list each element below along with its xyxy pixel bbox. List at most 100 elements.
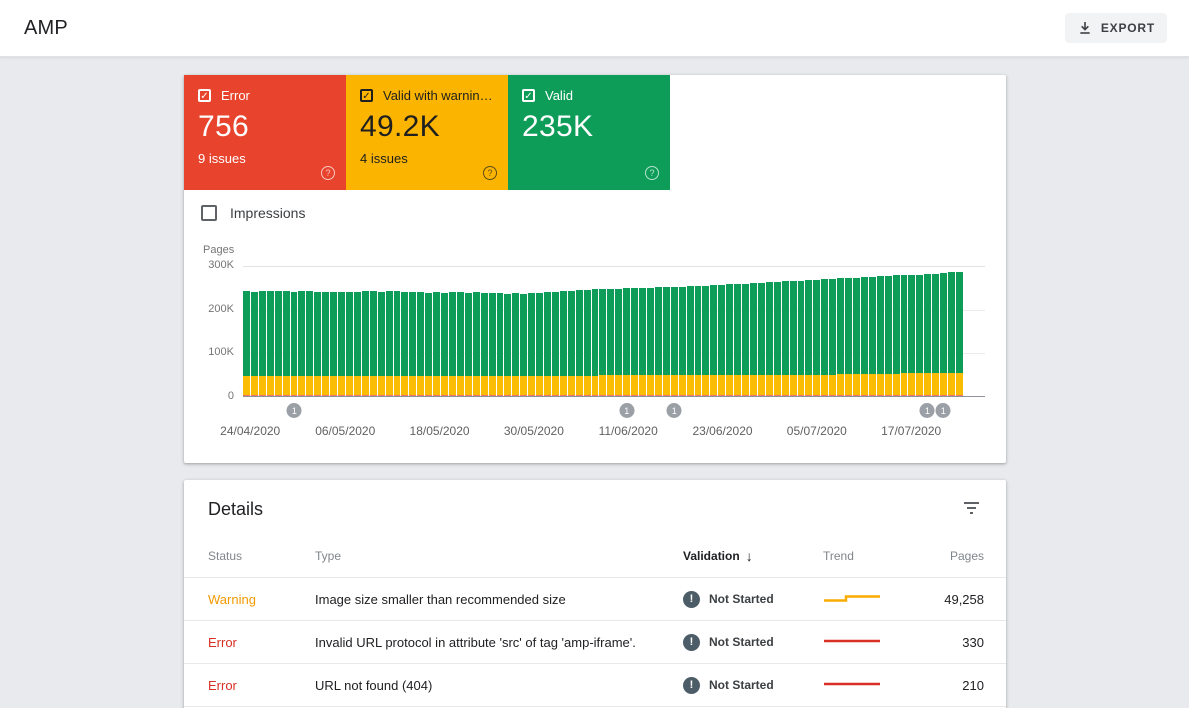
- chart-bar[interactable]: [631, 288, 639, 396]
- table-row[interactable]: Warning Image size smaller than recommen…: [184, 578, 1006, 621]
- help-icon[interactable]: ?: [321, 166, 335, 180]
- summary-card-valid[interactable]: ✓ Valid 235K ?: [508, 75, 670, 190]
- chart-bar[interactable]: [948, 272, 955, 396]
- chart-bar[interactable]: [448, 292, 456, 396]
- summary-card-error[interactable]: ✓ Error 756 9 issues ?: [184, 75, 346, 190]
- chart-bar[interactable]: [567, 290, 575, 396]
- chart-bar[interactable]: [361, 291, 369, 396]
- chart-bar[interactable]: [623, 288, 631, 396]
- chart-bar[interactable]: [916, 274, 924, 396]
- summary-card-warning[interactable]: ✓ Valid with warnin… 49.2K 4 issues ?: [346, 75, 508, 190]
- chart-bar[interactable]: [377, 291, 385, 396]
- chart-bar[interactable]: [464, 292, 472, 396]
- export-button[interactable]: EXPORT: [1064, 13, 1167, 43]
- chart-bar[interactable]: [694, 286, 702, 396]
- chart-bar[interactable]: [488, 293, 496, 396]
- chart-bar[interactable]: [330, 292, 338, 396]
- chart-bar[interactable]: [425, 292, 433, 396]
- table-row[interactable]: Error URL not found (404) ! Not Started …: [184, 664, 1006, 707]
- chart-bar[interactable]: [290, 291, 298, 396]
- column-header-type[interactable]: Type: [315, 548, 342, 563]
- chart-bar[interactable]: [345, 292, 353, 396]
- chart-bar[interactable]: [250, 291, 258, 396]
- chart-bar[interactable]: [353, 291, 361, 396]
- column-header-pages[interactable]: Pages: [949, 548, 984, 563]
- chart-bar[interactable]: [765, 282, 773, 396]
- chart-bar[interactable]: [559, 291, 567, 396]
- chart-bar[interactable]: [480, 292, 488, 396]
- chart-bar[interactable]: [528, 293, 536, 396]
- help-icon[interactable]: ?: [645, 166, 659, 180]
- chart-bar[interactable]: [385, 291, 393, 396]
- chart-bar[interactable]: [757, 282, 765, 396]
- chart-bar[interactable]: [686, 286, 694, 396]
- chart-bar[interactable]: [306, 291, 314, 396]
- chart-bar[interactable]: [551, 291, 559, 396]
- chart-bar[interactable]: [813, 279, 821, 396]
- checkbox-checked-icon[interactable]: ✓: [522, 89, 535, 102]
- chart-bar[interactable]: [583, 289, 591, 396]
- chart-bar[interactable]: [322, 291, 330, 396]
- impressions-toggle[interactable]: Impressions: [201, 205, 305, 221]
- chart-bar[interactable]: [773, 281, 781, 396]
- filter-icon[interactable]: [959, 497, 984, 522]
- chart-bar[interactable]: [599, 289, 607, 396]
- chart-bar[interactable]: [718, 284, 726, 396]
- chart-bar[interactable]: [258, 291, 266, 396]
- chart-bar[interactable]: [575, 290, 583, 396]
- chart-bar[interactable]: [781, 281, 789, 396]
- chart-bar[interactable]: [900, 275, 908, 396]
- chart-bar[interactable]: [678, 286, 686, 396]
- chart-bar[interactable]: [892, 275, 900, 396]
- chart-bar[interactable]: [884, 275, 892, 396]
- chart-bar[interactable]: [520, 293, 528, 396]
- chart-bar[interactable]: [852, 277, 860, 396]
- annotation-marker[interactable]: 1: [666, 403, 682, 418]
- chart-bar[interactable]: [726, 284, 734, 396]
- chart-bar[interactable]: [734, 284, 742, 396]
- chart-bar[interactable]: [409, 292, 417, 396]
- chart-bar[interactable]: [393, 291, 401, 396]
- checkbox-unchecked-icon[interactable]: [201, 205, 217, 221]
- chart-bar[interactable]: [401, 291, 409, 396]
- chart-bar[interactable]: [544, 292, 551, 396]
- chart-bar[interactable]: [662, 287, 670, 396]
- chart-bar[interactable]: [829, 278, 837, 396]
- annotation-marker[interactable]: 1: [919, 403, 935, 418]
- chart-bar[interactable]: [710, 285, 718, 396]
- column-header-trend[interactable]: Trend: [823, 548, 854, 563]
- chart-bar[interactable]: [876, 276, 884, 396]
- chart-bar[interactable]: [433, 292, 441, 396]
- chart-bar[interactable]: [670, 287, 678, 396]
- chart-bar[interactable]: [955, 271, 963, 396]
- chart-bar[interactable]: [805, 280, 813, 396]
- chart-bar[interactable]: [512, 293, 520, 396]
- chart-bar[interactable]: [456, 292, 464, 396]
- checkbox-checked-icon[interactable]: ✓: [198, 89, 211, 102]
- chart-bar[interactable]: [243, 291, 250, 396]
- chart-bar[interactable]: [472, 292, 480, 396]
- chart-bar[interactable]: [797, 280, 805, 396]
- help-icon[interactable]: ?: [483, 166, 497, 180]
- chart-bar[interactable]: [908, 274, 916, 396]
- chart-bar[interactable]: [298, 291, 306, 396]
- chart-bar[interactable]: [369, 291, 377, 396]
- table-row[interactable]: Error Invalid URL protocol in attribute …: [184, 621, 1006, 664]
- chart-bar[interactable]: [615, 288, 623, 396]
- chart-bar[interactable]: [607, 288, 615, 396]
- chart-bar[interactable]: [504, 293, 512, 396]
- chart-bar[interactable]: [496, 293, 504, 396]
- chart-bar[interactable]: [591, 289, 599, 396]
- chart-bar[interactable]: [654, 287, 662, 396]
- chart-bar[interactable]: [924, 274, 932, 396]
- chart-bar[interactable]: [837, 278, 845, 396]
- chart-bar[interactable]: [845, 277, 852, 396]
- chart-bar[interactable]: [282, 291, 290, 396]
- chart-bar[interactable]: [860, 277, 868, 396]
- chart-bar[interactable]: [639, 287, 647, 396]
- column-header-validation[interactable]: Validation ↓: [683, 547, 753, 564]
- chart-bar[interactable]: [702, 285, 710, 396]
- chart-bar[interactable]: [266, 290, 274, 396]
- chart-bar[interactable]: [821, 279, 829, 396]
- chart-bar[interactable]: [940, 273, 948, 396]
